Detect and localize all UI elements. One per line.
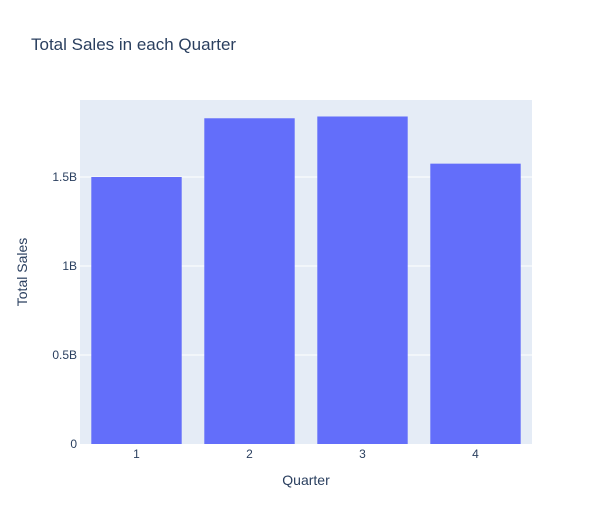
bar-quarter-2[interactable] bbox=[204, 118, 295, 444]
y-axis-title: Total Sales bbox=[14, 238, 30, 306]
y-tick-label: 1B bbox=[62, 259, 77, 273]
x-axis-ticks: 1 2 3 4 bbox=[133, 447, 479, 461]
x-tick-label: 4 bbox=[472, 447, 479, 461]
x-tick-label: 1 bbox=[133, 447, 140, 461]
chart-title: Total Sales in each Quarter bbox=[31, 35, 236, 54]
x-axis-title: Quarter bbox=[282, 472, 330, 488]
bar-quarter-3[interactable] bbox=[317, 116, 408, 445]
x-tick-label: 3 bbox=[359, 447, 366, 461]
bar-quarter-4[interactable] bbox=[430, 163, 521, 444]
bar-quarter-1[interactable] bbox=[91, 177, 182, 444]
y-tick-label: 0 bbox=[70, 437, 77, 451]
x-tick-label: 2 bbox=[246, 447, 253, 461]
y-tick-label: 1.5B bbox=[52, 170, 77, 184]
bars bbox=[91, 116, 521, 445]
y-tick-label: 0.5B bbox=[52, 348, 77, 362]
y-axis-ticks: 0 0.5B 1B 1.5B bbox=[52, 170, 77, 451]
